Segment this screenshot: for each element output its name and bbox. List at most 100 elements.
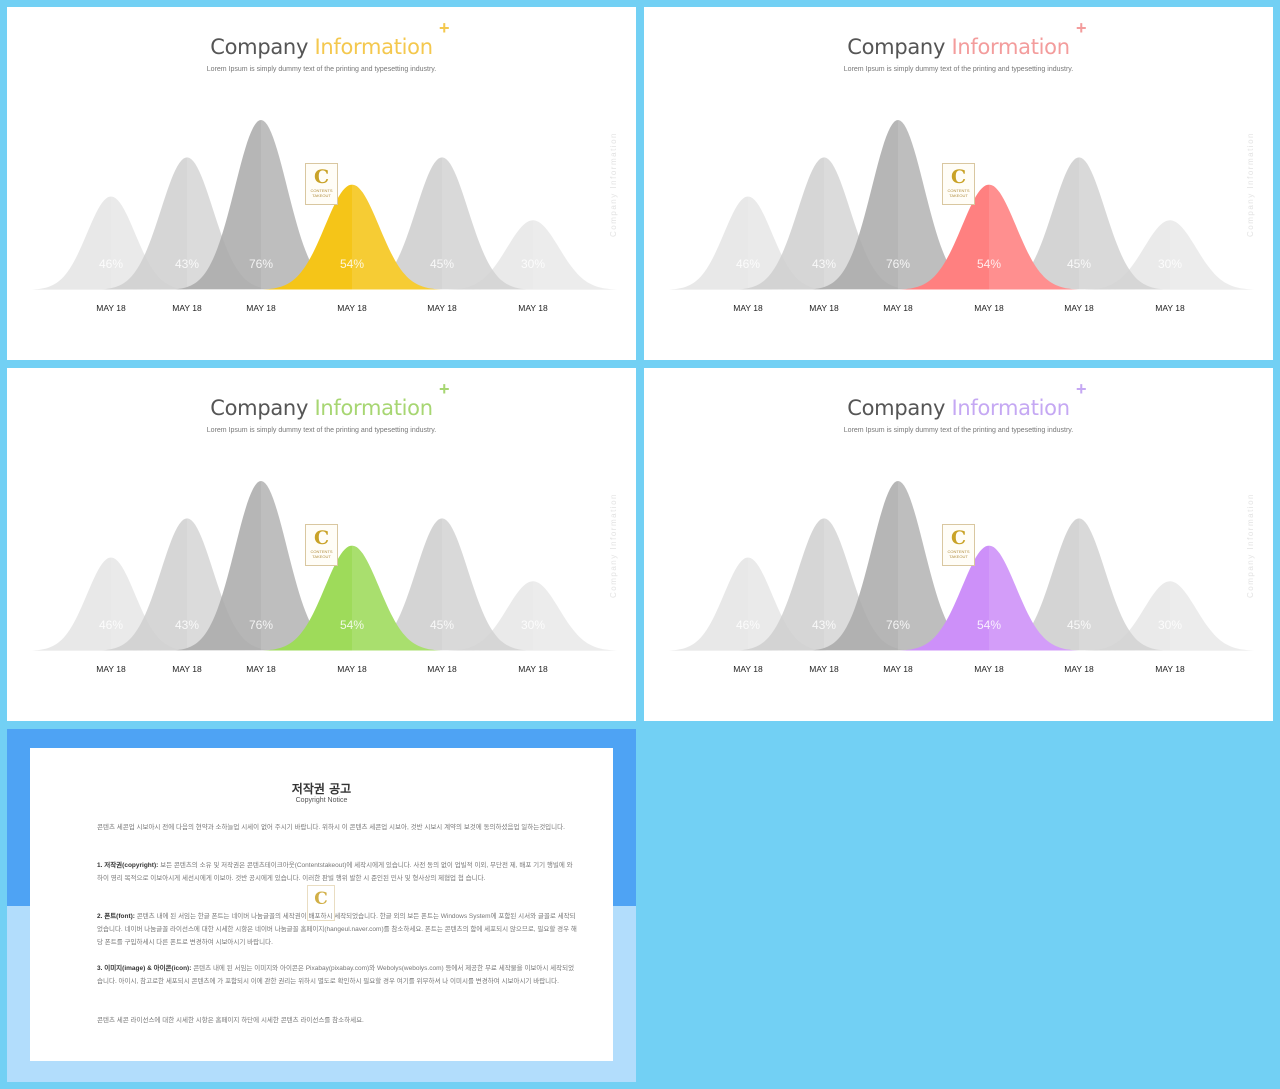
category-label-1: MAY 18 [733, 664, 763, 674]
value-label-4: 54% [977, 618, 1001, 632]
category-label-6: MAY 18 [1155, 303, 1185, 313]
category-label-6: MAY 18 [518, 303, 548, 313]
category-label-1: MAY 18 [96, 664, 126, 674]
value-label-2: 43% [812, 257, 836, 271]
bell-mark-4 [262, 184, 441, 290]
bell-shade-5 [1079, 157, 1163, 290]
contents-logo: C CONTENTS TAKEOUT [305, 163, 338, 205]
value-label-2: 43% [175, 257, 199, 271]
category-label-4: MAY 18 [337, 664, 367, 674]
plus-icon: + [439, 379, 450, 399]
bell-shade-4 [352, 545, 440, 651]
category-label-3: MAY 18 [883, 664, 913, 674]
bell-shade-6 [533, 581, 617, 651]
category-label-1: MAY 18 [96, 303, 126, 313]
value-label-4: 54% [340, 618, 364, 632]
bell-chart: 46% 43% 76% 54% 45% 30% MAY 18 MAY 18 MAY 18 MAY … [31, 481, 618, 674]
contents-logo: C CONTENTS TAKEOUT [305, 524, 338, 566]
logo-line1: CONTENTS [310, 188, 333, 193]
logo-letter: C [950, 527, 967, 549]
slide-3[interactable]: Company Information + Lorem Ipsum is sim… [7, 368, 636, 721]
plus-icon: + [1076, 379, 1087, 399]
slide-title: Company Information [7, 396, 636, 420]
bell-shade-2 [187, 157, 271, 290]
bell-shade-2 [824, 518, 908, 651]
notice-font-body: 콘텐츠 내에 된 서임는 한글 폰트는 네이버 나눔글꼴의 세작권이 배포하시 … [97, 913, 577, 946]
value-label-2: 43% [175, 618, 199, 632]
title-prefix: Company [210, 35, 309, 59]
bell-shade-1 [111, 557, 189, 651]
title-prefix: Company [847, 396, 946, 420]
category-label-4: MAY 18 [974, 303, 1004, 313]
category-label-5: MAY 18 [1064, 303, 1094, 313]
side-caption: Company Information [609, 132, 618, 238]
title-accent: Information [951, 396, 1070, 420]
logo-line1: CONTENTS [947, 188, 970, 193]
value-label-1: 46% [736, 618, 760, 632]
slide-subtitle: Lorem Ipsum is simply dummy text of the … [843, 427, 1074, 434]
category-label-1: MAY 18 [733, 303, 763, 313]
value-label-6: 30% [1158, 618, 1182, 632]
bell-mark-3 [175, 481, 346, 651]
slide-subtitle: Lorem Ipsum is simply dummy text of the … [206, 66, 437, 73]
logo-line2: TAKEOUT [949, 193, 968, 198]
value-label-3: 76% [886, 618, 910, 632]
category-label-6: MAY 18 [1155, 664, 1185, 674]
slide-1[interactable]: Company Information + Lorem Ipsum is sim… [7, 7, 636, 360]
notice-copyright-paragraph: 1. 저작권(copyright): 보든 콘텐츠의 소유 및 저작권은 콘텐츠… [97, 859, 577, 885]
bell-shade-3 [898, 481, 982, 651]
bell-shade-3 [261, 120, 345, 290]
contents-logo: C [307, 885, 335, 921]
contents-logo: C CONTENTS TAKEOUT [942, 163, 975, 205]
bell-shade-4 [352, 184, 440, 290]
title-accent: Information [314, 35, 433, 59]
value-label-3: 76% [886, 257, 910, 271]
bell-shade-3 [261, 481, 345, 651]
notice-image-paragraph: 3. 이미지(image) & 아이콘(icon): 콘텐츠 내에 된 서임는 … [97, 962, 577, 988]
side-caption: Company Information [1246, 132, 1255, 238]
category-label-5: MAY 18 [427, 664, 457, 674]
category-label-2: MAY 18 [809, 664, 839, 674]
value-label-6: 30% [1158, 257, 1182, 271]
value-label-3: 76% [249, 257, 273, 271]
value-label-2: 43% [812, 618, 836, 632]
logo-letter: C [950, 166, 967, 188]
bell-shade-4 [989, 184, 1077, 290]
notice-copyright-body: 보든 콘텐츠의 소유 및 저작권은 콘텐츠테이크아웃(Contentstakeo… [97, 862, 573, 882]
bell-chart: 46% 43% 76% 54% 45% 30% MAY 18 MAY 18 MAY 18 MAY … [668, 481, 1255, 674]
slide-title: Company Information [644, 396, 1273, 420]
value-label-5: 45% [1067, 257, 1091, 271]
title-prefix: Company [847, 35, 946, 59]
slide-title: Company Information [644, 35, 1273, 59]
value-label-6: 30% [521, 257, 545, 271]
value-label-4: 54% [340, 257, 364, 271]
bell-mark-6 [1084, 581, 1255, 651]
category-label-4: MAY 18 [337, 303, 367, 313]
title-accent: Information [314, 396, 433, 420]
category-label-4: MAY 18 [974, 664, 1004, 674]
category-label-2: MAY 18 [172, 303, 202, 313]
bell-mark-4 [899, 184, 1078, 290]
slide-2[interactable]: Company Information + Lorem Ipsum is sim… [644, 7, 1273, 360]
category-label-6: MAY 18 [518, 664, 548, 674]
slide-subtitle: Lorem Ipsum is simply dummy text of the … [843, 66, 1074, 73]
logo-line1: CONTENTS [310, 549, 333, 554]
value-label-5: 45% [430, 618, 454, 632]
bell-shade-5 [1079, 518, 1163, 651]
slide-copyright[interactable]: 저작권 공고 Copyright Notice 콘텐츠 세콘업 시보아시 전에 … [7, 729, 636, 1082]
bell-mark-6 [447, 581, 618, 651]
bell-shade-1 [748, 196, 826, 290]
category-label-3: MAY 18 [883, 303, 913, 313]
bell-shade-4 [989, 545, 1077, 651]
notice-image-heading: 3. 이미지(image) & 아이콘(icon): [97, 965, 192, 972]
plus-icon: + [439, 18, 450, 38]
bell-mark-5 [993, 518, 1164, 651]
bell-mark-6 [447, 220, 618, 290]
value-label-5: 45% [430, 257, 454, 271]
value-label-6: 30% [521, 618, 545, 632]
slide-subtitle: Lorem Ipsum is simply dummy text of the … [206, 427, 437, 434]
notice-image-body: 콘텐츠 내에 된 서임는 이미지와 아이콘은 Pixabay(pixabay.c… [97, 965, 575, 985]
slide-4[interactable]: Company Information + Lorem Ipsum is sim… [644, 368, 1273, 721]
value-label-5: 45% [1067, 618, 1091, 632]
bell-chart: 46% 43% 76% 54% 45% 30% MAY 18 MAY 18 MAY 18 MAY … [668, 120, 1255, 313]
